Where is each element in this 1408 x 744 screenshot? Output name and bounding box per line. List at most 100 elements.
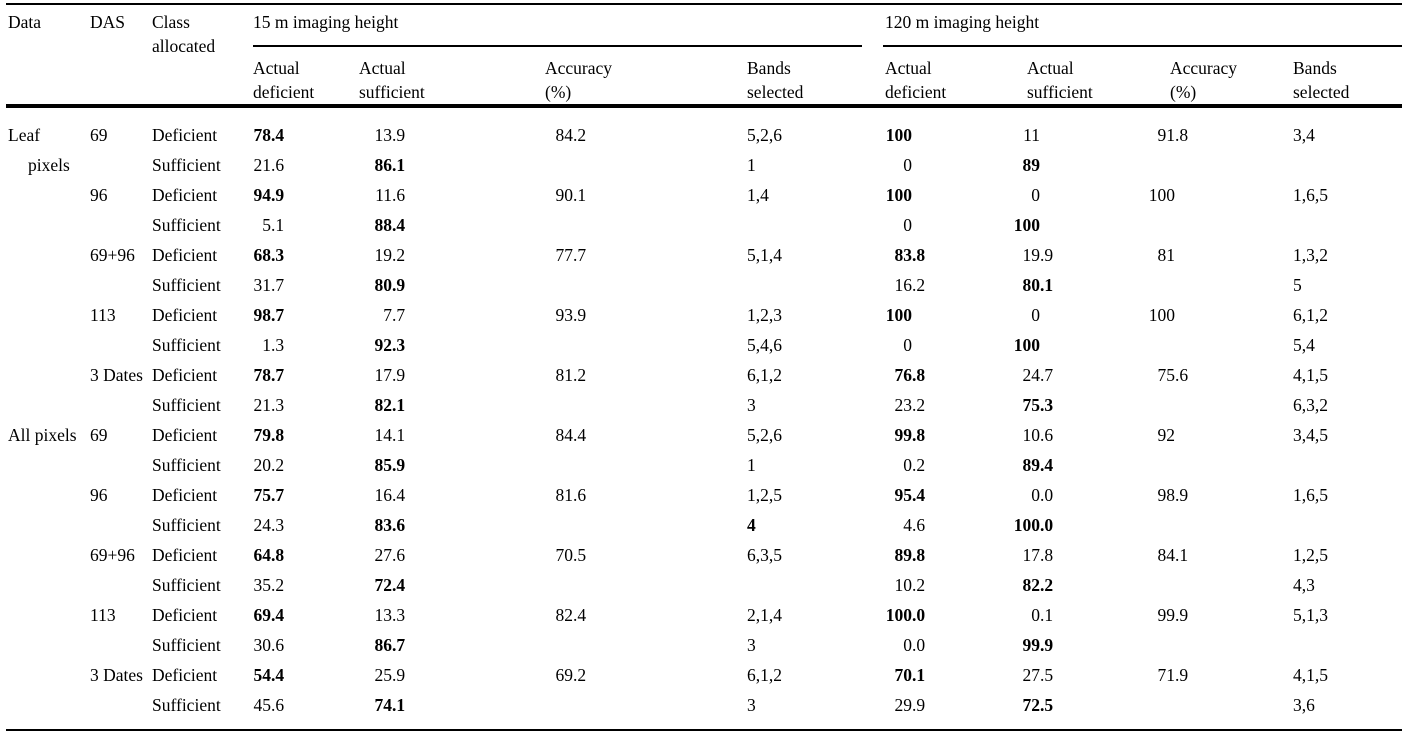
actual-sufficient-15m-cell: 83.6 — [348, 510, 406, 540]
fraction-part: .1 — [1175, 545, 1189, 565]
bands-selected-15m-cell: 5,4,6 — [747, 335, 782, 355]
integer-part: 99 — [1022, 635, 1041, 655]
integer-part: 69 — [555, 665, 574, 685]
fraction-part: .6 — [392, 545, 406, 565]
integer-part: 86 — [374, 635, 393, 655]
fraction-part: .8 — [1175, 125, 1189, 145]
integer-part: 11 — [1023, 125, 1040, 145]
integer-part: 72 — [1022, 695, 1041, 715]
integer-part: 13 — [374, 125, 393, 145]
fraction-part: .3 — [271, 515, 285, 535]
actual-deficient-15m-cell: 64.8 — [227, 540, 285, 570]
table-row: Sufficient 35.2 72.4 10.2 82.2 4,3 — [0, 570, 1408, 600]
col-header-class-allocated: Class allocated — [152, 12, 216, 56]
class-allocated-cell: Sufficient — [152, 275, 221, 295]
table-row: Sufficient 5.1 88.4 0 100 — [0, 210, 1408, 240]
fraction-part: .6 — [392, 185, 406, 205]
table-row: Sufficient 21.3 82.1 3 23.2 75.3 6,3,2 — [0, 390, 1408, 420]
actual-deficient-15m-cell: 21.3 — [227, 390, 285, 420]
integer-part: 92 — [374, 335, 393, 355]
accuracy-120m-cell: 98.9 — [1131, 480, 1189, 510]
actual-deficient-120m-cell: 100 — [868, 180, 912, 210]
actual-deficient-15m-cell: 5.1 — [227, 210, 284, 240]
integer-part: 100 — [1013, 515, 1040, 535]
actual-sufficient-120m-cell: 82.2 — [996, 570, 1054, 600]
fraction-part: .1 — [392, 695, 406, 715]
fraction-part: .6 — [573, 485, 587, 505]
integer-part: 5 — [262, 215, 271, 235]
actual-deficient-120m-cell: 100.0 — [868, 600, 925, 630]
integer-part: 100 — [1013, 215, 1040, 235]
bands-selected-120m-cell: 5,1,3 — [1293, 605, 1328, 625]
integer-part: 27 — [374, 545, 393, 565]
col-header-data: Data — [8, 12, 42, 32]
integer-part: 83 — [894, 245, 913, 265]
integer-part: 99 — [1157, 605, 1176, 625]
class-allocated-cell: Sufficient — [152, 695, 221, 715]
fraction-part: .2 — [912, 275, 926, 295]
class-allocated-cell: Deficient — [152, 665, 218, 685]
actual-sufficient-120m-cell: 19.9 — [996, 240, 1054, 270]
actual-sufficient-120m-cell: 100 — [996, 330, 1040, 360]
accuracy-120m-cell: 91.8 — [1131, 120, 1189, 150]
fraction-part: .8 — [271, 545, 285, 565]
fraction-part: .7 — [573, 245, 587, 265]
integer-part: 89 — [1022, 455, 1041, 475]
fraction-part: .1 — [271, 215, 285, 235]
class-allocated-cell: Deficient — [152, 605, 218, 625]
accuracy-15m-cell: 81.6 — [529, 480, 587, 510]
fraction-part: .9 — [1040, 245, 1054, 265]
integer-part: 100 — [1148, 185, 1175, 205]
bands-selected-15m-cell: 6,1,2 — [747, 665, 782, 685]
integer-part: 81 — [555, 485, 574, 505]
fraction-part: .0 — [1040, 515, 1054, 535]
actual-deficient-120m-cell: 99.8 — [868, 420, 926, 450]
integer-part: 81 — [1157, 245, 1176, 265]
actual-sufficient-15m-cell: 86.7 — [348, 630, 406, 660]
integer-part: 10 — [894, 575, 913, 595]
integer-part: 82 — [1022, 575, 1041, 595]
integer-part: 88 — [374, 215, 393, 235]
table-row: Sufficient 30.6 86.7 3 0.0 99.9 — [0, 630, 1408, 660]
fraction-part: .4 — [392, 215, 406, 235]
fraction-part: .9 — [912, 695, 926, 715]
bands-selected-120m-cell: 4,1,5 — [1293, 665, 1328, 685]
fraction-part: .0 — [912, 605, 926, 625]
fraction-part: .4 — [573, 425, 587, 445]
integer-part: 90 — [555, 185, 574, 205]
integer-part: 16 — [374, 485, 393, 505]
integer-part: 100 — [885, 605, 912, 625]
integer-part: 0 — [903, 635, 912, 655]
integer-part: 95 — [894, 485, 913, 505]
integer-part: 84 — [1157, 545, 1176, 565]
fraction-part: .7 — [271, 365, 285, 385]
class-allocated-cell: Deficient — [152, 365, 218, 385]
integer-part: 21 — [253, 155, 272, 175]
fraction-part: .9 — [392, 455, 406, 475]
table-row: 3 Dates Deficient 54.4 25.9 69.2 6,1,2 70.1 27.… — [0, 660, 1408, 690]
table-rule-bottom — [6, 729, 1402, 731]
integer-part: 75 — [1157, 365, 1176, 385]
das-cell: 69 — [90, 425, 108, 445]
bands-selected-15m-cell: 2,1,4 — [747, 605, 782, 625]
actual-deficient-120m-cell: 89.8 — [868, 540, 926, 570]
bands-selected-15m-cell: 6,3,5 — [747, 545, 782, 565]
bands-selected-15m-cell: 1 — [747, 455, 756, 475]
integer-part: 0 — [903, 155, 912, 175]
integer-part: 17 — [1022, 545, 1041, 565]
bands-selected-120m-cell: 5 — [1293, 275, 1302, 295]
actual-deficient-120m-cell: 4.6 — [868, 510, 925, 540]
integer-part: 76 — [894, 365, 913, 385]
integer-part: 10 — [1022, 425, 1041, 445]
integer-part: 7 — [383, 305, 392, 325]
actual-sufficient-15m-cell: 14.1 — [348, 420, 406, 450]
actual-sufficient-120m-cell: 89.4 — [996, 450, 1054, 480]
integer-part: 24 — [1022, 365, 1041, 385]
bands-selected-120m-cell: 4,3 — [1293, 575, 1315, 595]
integer-part: 0 — [1031, 605, 1040, 625]
fraction-part: .2 — [271, 575, 285, 595]
fraction-part: .2 — [912, 575, 926, 595]
integer-part: 4 — [903, 515, 912, 535]
accuracy-15m-cell: 77.7 — [529, 240, 587, 270]
